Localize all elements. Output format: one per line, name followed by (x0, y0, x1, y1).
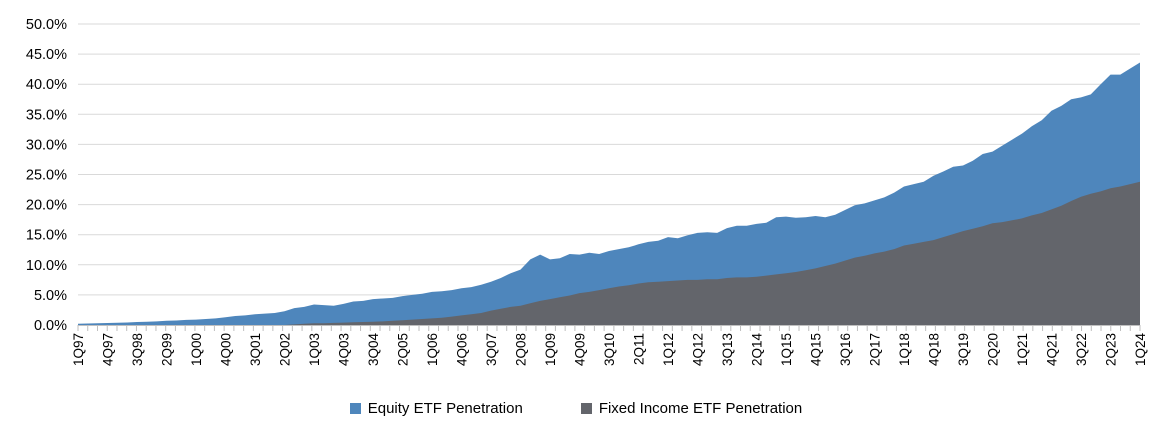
x-axis-tick-label: 4Q18 (927, 333, 942, 366)
x-axis-tick-label: 1Q06 (425, 333, 440, 366)
x-axis-tick-label: 1Q97 (71, 333, 86, 366)
x-axis-tick-label: 3Q04 (366, 333, 381, 367)
x-axis-tick-label: 2Q11 (632, 333, 647, 365)
x-axis-tick-label: 3Q13 (720, 333, 735, 366)
x-axis-tick-label: 1Q24 (1133, 333, 1148, 367)
x-axis-tick-label: 4Q03 (337, 333, 352, 366)
legend-swatch-fixed-income-icon (580, 403, 592, 414)
legend-item-fixed-income: Fixed Income ETF Penetration (580, 400, 803, 417)
legend-item-equity: Equity ETF Penetration (349, 400, 523, 417)
x-axis-tick-label: 3Q10 (602, 333, 617, 366)
x-axis-tick-label: 1Q03 (307, 333, 322, 366)
x-axis-tick-label: 1Q18 (897, 333, 912, 366)
x-axis-tick-label: 2Q05 (396, 333, 411, 366)
y-axis-tick-label: 10.0% (26, 258, 67, 274)
y-axis-tick-label: 30.0% (26, 137, 67, 153)
y-axis-tick-label: 15.0% (26, 228, 67, 244)
x-axis-tick-label: 2Q02 (278, 333, 293, 366)
x-axis-tick-label: 3Q22 (1074, 333, 1089, 366)
x-axis-tick-label: 3Q01 (248, 333, 263, 366)
x-axis-tick-label: 3Q07 (484, 333, 499, 366)
x-axis-tick-label: 2Q99 (160, 333, 175, 366)
x-axis-tick-label: 1Q15 (779, 333, 794, 366)
x-axis-tick-label: 2Q20 (986, 333, 1001, 366)
x-axis-tick-label: 4Q15 (809, 333, 824, 366)
area-fixed-income-etf-penetration (78, 181, 1140, 325)
y-axis-tick-label: 40.0% (26, 77, 67, 93)
x-axis-tick-label: 1Q21 (1015, 333, 1030, 366)
x-axis-tick-label: 4Q21 (1045, 333, 1060, 366)
x-axis-tick-label: 1Q12 (661, 333, 676, 366)
x-axis-tick-label: 4Q06 (455, 333, 470, 366)
x-axis-tick-label: 4Q12 (691, 333, 706, 366)
legend-label-fixed-income: Fixed Income ETF Penetration (598, 400, 803, 417)
x-axis-tick-label: 3Q19 (956, 333, 971, 366)
y-axis-tick-label: 35.0% (26, 107, 67, 123)
chart-canvas: 0.0% 5.0% 10.0% 15.0% 20.0% 25.0% 30.0% 35.0% 40… (26, 17, 1148, 367)
x-axis-tick-label: 2Q08 (514, 333, 529, 366)
x-axis-tick-label: 1Q00 (189, 333, 204, 366)
y-axis-tick-label: 5.0% (34, 288, 67, 304)
x-axis-tick-label: 3Q98 (130, 333, 145, 366)
y-axis-tick-label: 45.0% (26, 47, 67, 63)
legend-swatch-equity-icon (349, 403, 361, 414)
x-axis-tick-label: 3Q16 (838, 333, 853, 366)
y-axis-tick-label: 50.0% (26, 17, 67, 33)
y-axis-tick-label: 25.0% (26, 168, 67, 184)
x-axis-tick-label: 1Q09 (543, 333, 558, 366)
y-axis-tick-label: 0.0% (34, 318, 67, 334)
y-axis-tick-label: 20.0% (26, 198, 67, 214)
x-axis-tick-label: 4Q00 (219, 333, 234, 366)
x-axis-tick-label: 2Q23 (1104, 333, 1119, 366)
x-axis-tick-label: 2Q17 (868, 333, 883, 366)
x-axis-tick-label: 4Q09 (573, 333, 588, 366)
x-axis-tick-label: 4Q97 (101, 333, 116, 366)
x-axis-tick-label: 2Q14 (750, 333, 765, 367)
legend-label-equity: Equity ETF Penetration (367, 400, 523, 417)
chart-area: 0.0% 5.0% 10.0% 15.0% 20.0% 25.0% 30.0% 35.0% 40… (26, 17, 1148, 367)
chart-legend: Equity ETF Penetration Fixed Income ETF … (0, 401, 1152, 416)
